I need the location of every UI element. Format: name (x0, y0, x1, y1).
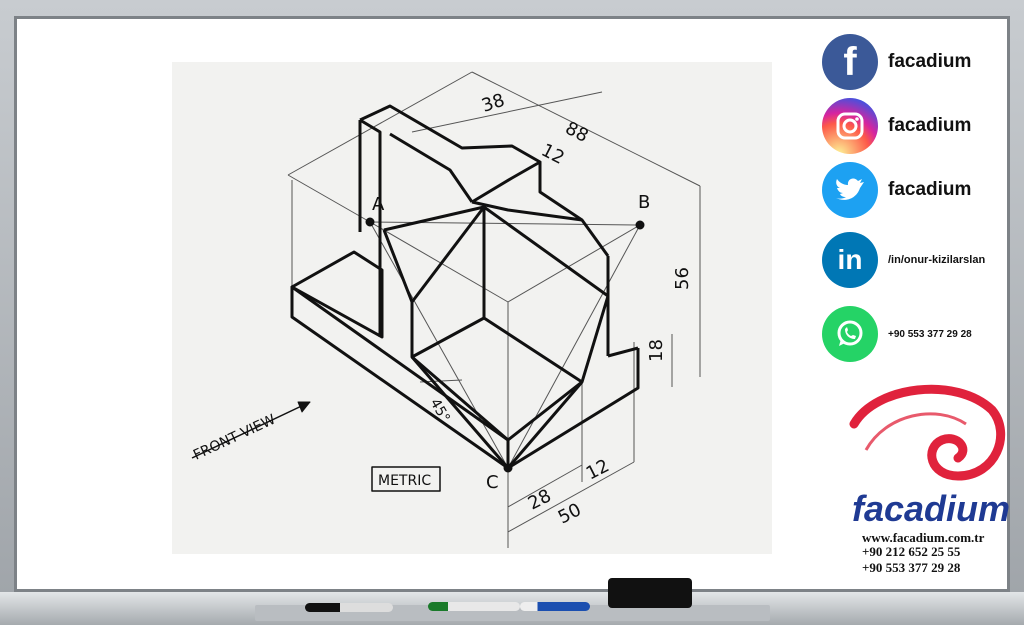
whatsapp-label: +90 553 377 29 28 (888, 328, 972, 340)
object-outline (290, 104, 640, 470)
dim-88: 88 (562, 118, 592, 147)
facadium-swirl-logo (849, 384, 1006, 481)
point-b-dot (635, 220, 645, 230)
black-marker (305, 603, 393, 612)
point-a-dot (365, 217, 375, 227)
brand-phone-1: +90 212 652 25 55 (862, 544, 961, 559)
facebook-link[interactable]: f facadium (822, 34, 971, 90)
linkedin-link[interactable]: in /in/onur-kizilarslan (822, 232, 985, 288)
brand-name: facadium (852, 488, 1011, 529)
instagram-icon (822, 98, 878, 154)
linkedin-label: /in/onur-kizilarslan (888, 254, 986, 266)
facebook-label: facadium (888, 51, 972, 72)
technical-drawing: A B C 38 88 12 56 18 28 12 50 45° FRONT … (172, 62, 772, 554)
metric-label: METRIC (378, 473, 431, 489)
whatsapp-icon (822, 306, 878, 362)
green-marker (428, 602, 520, 611)
point-c-dot (503, 463, 513, 473)
dim-56: 56 (672, 267, 693, 290)
front-view-label: FRONT VIEW (191, 412, 278, 464)
instagram-label: facadium (888, 115, 972, 136)
board-eraser (608, 578, 692, 608)
isometric-drawing: A B C 38 88 12 56 18 28 12 50 45° FRONT … (191, 71, 701, 548)
facebook-icon: f (822, 34, 878, 90)
metric-box (371, 466, 441, 492)
instagram-link[interactable]: facadium (822, 98, 971, 154)
blue-marker (520, 602, 590, 611)
twitter-link[interactable]: facadium (822, 162, 971, 218)
brand-website[interactable]: www.facadium.com.tr (862, 530, 985, 545)
twitter-icon (822, 162, 878, 218)
dim-28: 28 (525, 485, 555, 514)
label-b: B (638, 192, 650, 213)
twitter-label: facadium (888, 179, 972, 200)
whatsapp-link[interactable]: +90 553 377 29 28 (822, 306, 972, 362)
front-view-arrow (191, 401, 311, 459)
dim-18: 18 (646, 339, 667, 362)
dim-12-bottom: 12 (583, 455, 613, 484)
dim-12-top: 12 (538, 140, 568, 169)
label-c: C (486, 472, 499, 493)
linkedin-icon: in (822, 232, 878, 288)
label-a: A (372, 194, 385, 215)
brand-phone-2: +90 553 377 29 28 (862, 560, 961, 575)
arrow-head (297, 401, 311, 413)
